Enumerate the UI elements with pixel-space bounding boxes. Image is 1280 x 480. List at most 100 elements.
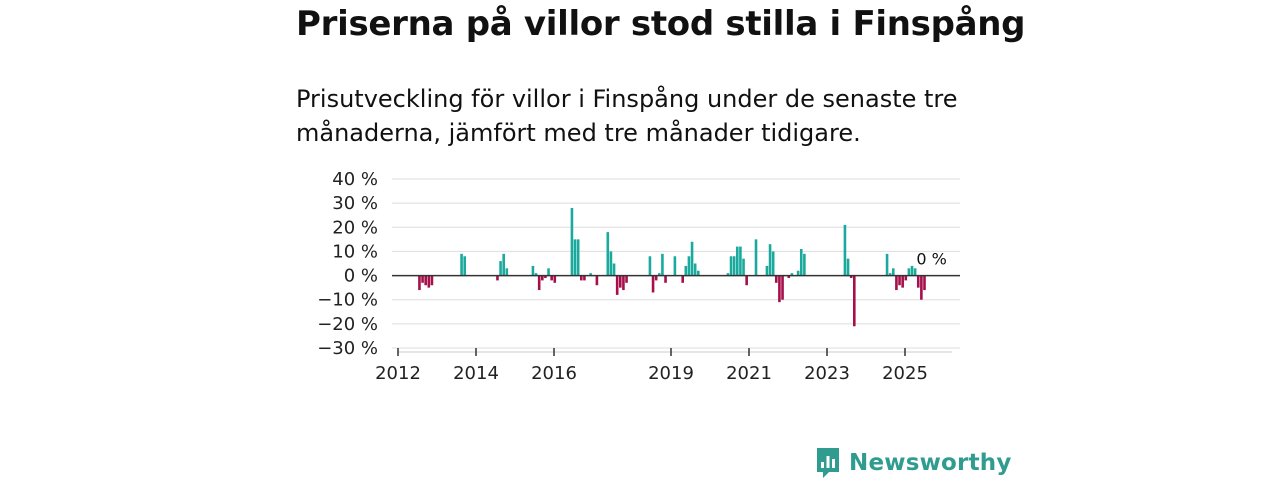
bar: [496, 275, 499, 281]
bar: [846, 258, 850, 276]
bar: [693, 263, 697, 276]
bar: [690, 241, 694, 276]
bar: [697, 270, 700, 276]
bar: [576, 239, 580, 276]
bar: [910, 265, 914, 276]
bar: [570, 207, 574, 276]
bar: [544, 275, 547, 278]
bar: [888, 273, 892, 276]
bar: [796, 270, 800, 276]
bar: [853, 275, 856, 327]
bar: [778, 275, 781, 303]
bar: [673, 256, 677, 276]
bar: [736, 246, 739, 276]
bar: [595, 275, 599, 286]
brand-name: Newsworthy: [849, 450, 1012, 476]
newsworthy-brand: Newsworthy: [815, 446, 1012, 480]
bar: [904, 275, 908, 281]
y-tick-label: −20 %: [317, 314, 378, 335]
bar: [771, 251, 775, 276]
bar: [901, 275, 904, 288]
bar: [754, 239, 758, 276]
bar: [606, 232, 610, 276]
bar: [923, 275, 926, 291]
bar: [651, 275, 655, 293]
bar: [658, 273, 661, 276]
bars: [418, 207, 926, 327]
chart-title: Priserna på villor stod stilla i Finspån…: [296, 4, 1026, 44]
bar: [553, 275, 557, 283]
y-tick-label: 40 %: [332, 169, 378, 190]
bar: [547, 268, 550, 276]
bar: [787, 275, 791, 278]
bar: [583, 275, 586, 281]
bar: [687, 256, 691, 276]
bar: [726, 273, 730, 276]
bar: [907, 268, 911, 276]
x-tick-label: 2012: [375, 363, 421, 384]
bar: [537, 275, 541, 291]
bar: [742, 258, 745, 276]
bar: [430, 275, 434, 286]
y-tick-label: 20 %: [332, 217, 378, 238]
x-tick-label: 2023: [804, 363, 850, 384]
bar: [765, 265, 769, 276]
bar: [573, 239, 577, 276]
bar: [612, 263, 616, 276]
bar: [534, 273, 538, 276]
y-tick-label: 30 %: [332, 193, 378, 214]
bar: [625, 275, 628, 283]
bar: [502, 253, 505, 276]
bar: [684, 265, 688, 276]
bar: [619, 275, 622, 288]
newsworthy-logo-icon: [817, 448, 839, 478]
bar: [920, 275, 923, 300]
y-tick-label: 10 %: [332, 241, 378, 262]
bar: [898, 275, 901, 286]
bar: [803, 253, 806, 276]
bar: [460, 253, 463, 276]
bar: [661, 253, 664, 276]
bar: [745, 275, 748, 286]
last-value-label: 0 %: [916, 250, 946, 269]
y-tick-label: 0 %: [344, 266, 378, 287]
bar: [541, 275, 544, 281]
bar: [609, 251, 613, 276]
bar: [775, 275, 778, 283]
bar: [768, 244, 772, 276]
bar: [615, 275, 619, 295]
x-tick-label: 2014: [453, 363, 499, 384]
bar: [916, 275, 920, 288]
bar: [732, 256, 736, 276]
x-axis: 2012 2014 2016 2019 2021 2023 2025: [375, 348, 952, 384]
bar: [589, 273, 592, 276]
bar: [580, 275, 583, 281]
bar: [664, 275, 667, 283]
x-tick-label: 2021: [726, 363, 772, 384]
bar: [843, 224, 847, 276]
bar: [654, 275, 658, 281]
bar: [418, 275, 421, 291]
y-tick-label: −10 %: [317, 290, 378, 311]
bar: [648, 256, 652, 276]
bar: [550, 275, 553, 281]
bar: [463, 256, 466, 276]
bar: [499, 261, 502, 276]
chart-subtitle: Prisutveckling för villor i Finspång und…: [296, 85, 958, 147]
x-tick-label: 2025: [882, 363, 928, 384]
chart-container: Priserna på villor stod stilla i Finspån…: [296, 0, 1026, 480]
bar: [885, 253, 889, 276]
bar: [505, 268, 509, 276]
x-tick-label: 2016: [531, 363, 577, 384]
bar: [681, 275, 684, 283]
x-tick-label: 2019: [648, 363, 694, 384]
bar: [781, 275, 784, 300]
bar: [427, 275, 431, 288]
bar: [424, 275, 427, 286]
bar: [421, 275, 424, 283]
bar: [799, 249, 803, 276]
y-tick-label: −30 %: [317, 338, 378, 359]
bar: [913, 268, 917, 276]
bar: [729, 256, 733, 276]
